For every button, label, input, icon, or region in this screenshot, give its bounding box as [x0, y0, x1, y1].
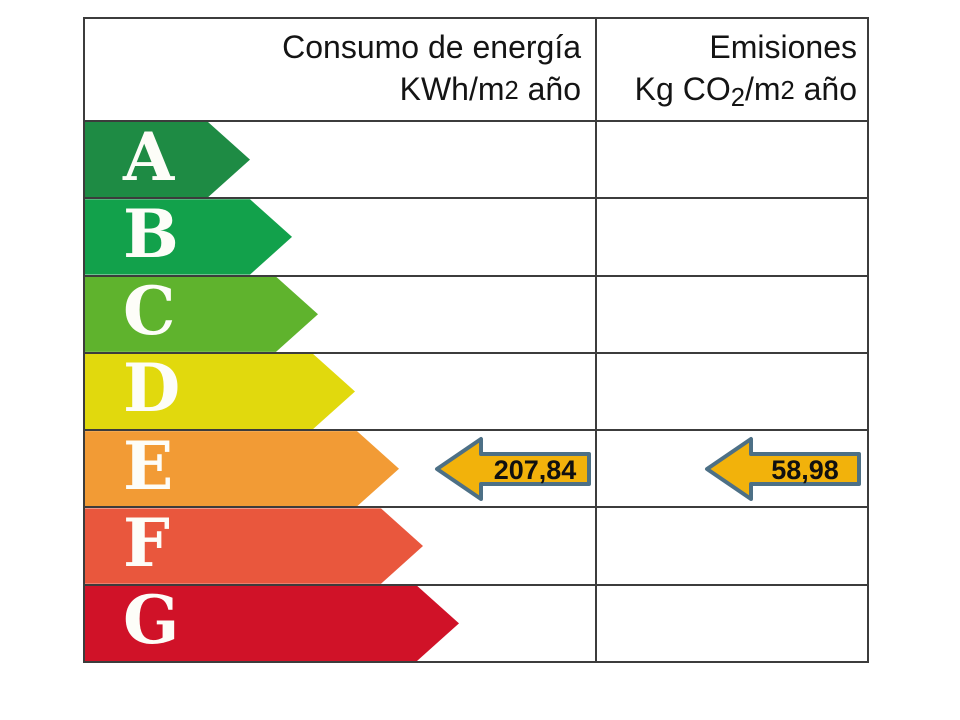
rating-row-a: A — [85, 122, 867, 200]
rating-row-d: D — [85, 353, 867, 432]
consumption-cell-b: B — [85, 199, 597, 275]
emissions-cell-f — [597, 508, 867, 583]
header-row: Consumo de energía KWh/m2 año Emisiones … — [85, 19, 867, 122]
rating-letter-f: F — [123, 504, 170, 583]
rating-letter-e: E — [123, 426, 174, 505]
emissions-value-arrow: 58,98 — [705, 437, 861, 502]
rating-row-e: E 207,84 58,98 — [85, 431, 867, 509]
consumption-cell-a: A — [85, 122, 597, 198]
emissions-cell-a — [597, 122, 867, 197]
energy-label-table: Consumo de energía KWh/m2 año Emisiones … — [83, 17, 869, 663]
rating-row-c: C — [85, 276, 867, 354]
consumption-cell-e: E 207,84 — [85, 431, 597, 507]
consumption-cell-f: F — [85, 508, 597, 584]
rating-rows: A B C D E 207,84 58,98 F G — [85, 122, 867, 661]
rating-letter-d: D — [123, 349, 181, 428]
rating-arrow-e: E — [85, 431, 399, 506]
rating-row-b: B — [85, 199, 867, 277]
rating-row-g: G — [85, 585, 867, 661]
rating-arrow-f: F — [85, 508, 423, 583]
rating-letter-a: A — [123, 117, 175, 196]
header-consumption-unit: KWh/m2 año — [399, 70, 581, 107]
rating-row-f: F — [85, 508, 867, 586]
consumption-arrow-shape — [435, 437, 591, 502]
header-emissions-line1: Emisiones — [709, 29, 857, 65]
rating-arrow-b: B — [85, 199, 292, 274]
consumption-cell-c: C — [85, 276, 597, 352]
emissions-cell-c — [597, 277, 867, 352]
rating-letter-g: G — [123, 581, 180, 660]
emissions-cell-g — [597, 586, 867, 661]
rating-arrow-d: D — [85, 354, 355, 429]
consumption-value-text: 207,84 — [494, 455, 577, 485]
rating-arrow-a: A — [85, 122, 250, 197]
emissions-arrow-shape — [705, 437, 861, 502]
rating-arrow-g: G — [85, 586, 459, 661]
header-emissions-unit: Kg CO2/m2 año — [634, 70, 857, 112]
rating-arrow-c: C — [85, 277, 318, 352]
header-emissions: Emisiones Kg CO2/m2 año — [597, 19, 867, 120]
header-consumption-line1: Consumo de energía — [282, 29, 581, 65]
rating-letter-c: C — [123, 272, 176, 351]
consumption-cell-g: G — [85, 585, 597, 661]
rating-letter-b: B — [123, 194, 179, 273]
emissions-cell-b — [597, 199, 867, 274]
header-consumption: Consumo de energía KWh/m2 año — [85, 19, 597, 120]
consumption-cell-d: D — [85, 353, 597, 430]
emissions-cell-e: 58,98 — [597, 431, 867, 506]
emissions-value-text: 58,98 — [771, 455, 839, 485]
emissions-cell-d — [597, 354, 867, 429]
consumption-value-arrow: 207,84 — [435, 437, 591, 502]
